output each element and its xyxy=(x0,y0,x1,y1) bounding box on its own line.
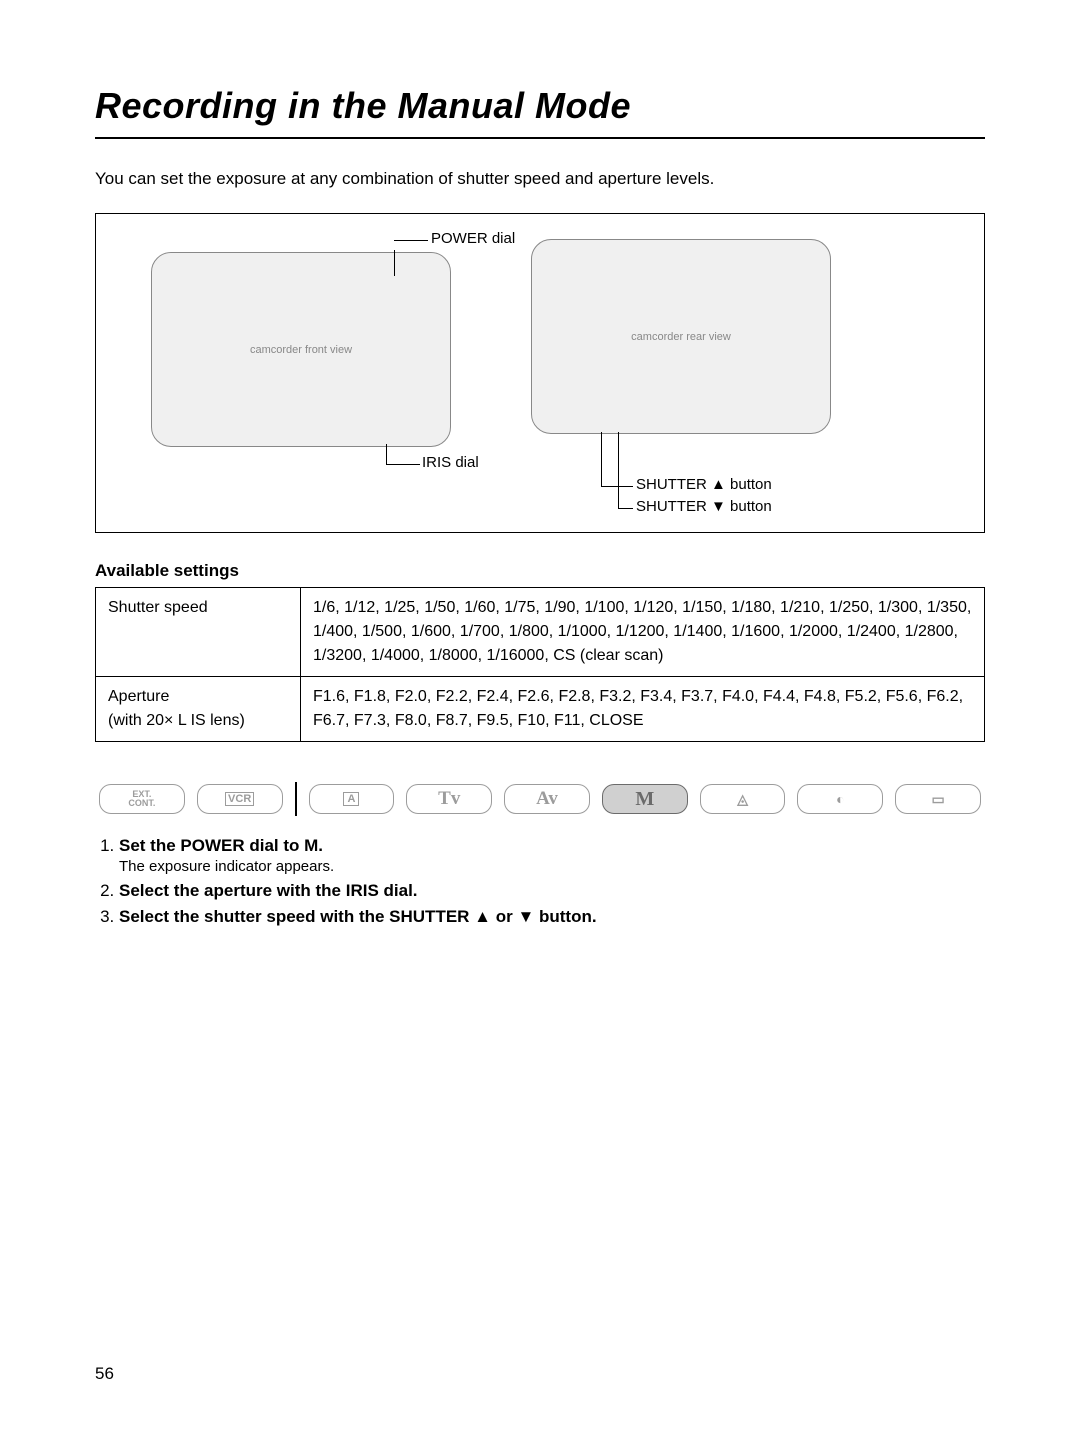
camera-illustration-right: camcorder rear view xyxy=(531,239,831,434)
mode-a-label: A xyxy=(343,792,359,806)
steps-list: Set the POWER dial to M. The exposure in… xyxy=(95,836,985,927)
mode-tv-label: Tv xyxy=(438,788,460,810)
diagram-leader-line xyxy=(618,508,633,509)
diagram-label-power-dial: POWER dial xyxy=(431,230,515,247)
page-title: Recording in the Manual Mode xyxy=(95,85,985,139)
mode-pill-ext-cont: EXT. CONT. xyxy=(99,784,185,814)
easy-rect-icon: ▭ xyxy=(932,791,945,808)
step-main: Select the shutter speed with the SHUTTE… xyxy=(119,907,597,926)
mode-vcr-label: VCR xyxy=(225,792,254,806)
intro-text: You can set the exposure at any combinat… xyxy=(95,169,985,189)
diagram-label-shutter-down: SHUTTER ▼ button xyxy=(636,498,772,515)
mode-m-label: M xyxy=(635,788,654,811)
mode-av-label: Av xyxy=(536,788,558,810)
step-sub: The exposure indicator appears. xyxy=(119,858,985,875)
diagram-leader-line xyxy=(601,432,602,486)
night-icon: ◐ xyxy=(836,791,844,807)
step-item: Select the aperture with the IRIS dial. xyxy=(119,881,985,901)
diagram-label-iris-dial: IRIS dial xyxy=(422,454,479,471)
step-main: Set the POWER dial to M. xyxy=(119,836,323,855)
camera-illustration-left: camcorder front view xyxy=(151,252,451,447)
mode-pill-vcr: VCR xyxy=(197,784,283,814)
step-item: Select the shutter speed with the SHUTTE… xyxy=(119,907,985,927)
step-main: Select the aperture with the IRIS dial. xyxy=(119,881,418,900)
mode-ext-label: EXT. CONT. xyxy=(128,790,155,808)
diagram-leader-line xyxy=(386,444,387,464)
diagram-leader-line xyxy=(386,464,420,465)
step-item: Set the POWER dial to M. The exposure in… xyxy=(119,836,985,875)
settings-table: Shutter speed 1/6, 1/12, 1/25, 1/50, 1/6… xyxy=(95,587,985,742)
settings-row-name: Aperture (with 20× L IS lens) xyxy=(96,677,301,742)
mode-pill-auto: A xyxy=(309,784,395,814)
camera-placeholder-label: camcorder rear view xyxy=(631,331,731,343)
mode-pill-av: Av xyxy=(504,784,590,814)
available-settings-heading: Available settings xyxy=(95,561,985,581)
mode-pill-manual: M xyxy=(602,784,688,814)
camera-placeholder-label: camcorder front view xyxy=(250,344,352,356)
spotlight-icon: ◬ xyxy=(737,791,748,808)
table-row: Aperture (with 20× L IS lens) F1.6, F1.8… xyxy=(96,677,985,742)
mode-pill-night: ◐ xyxy=(797,784,883,814)
settings-row-values: F1.6, F1.8, F2.0, F2.2, F2.4, F2.6, F2.8… xyxy=(301,677,985,742)
page-number: 56 xyxy=(95,1364,114,1384)
settings-row-name: Shutter speed xyxy=(96,588,301,677)
mode-pill-easy: ▭ xyxy=(895,784,981,814)
mode-separator xyxy=(295,782,297,816)
diagram-leader-line xyxy=(394,240,428,241)
settings-row-values: 1/6, 1/12, 1/25, 1/50, 1/60, 1/75, 1/90,… xyxy=(301,588,985,677)
mode-pill-spotlight: ◬ xyxy=(700,784,786,814)
table-row: Shutter speed 1/6, 1/12, 1/25, 1/50, 1/6… xyxy=(96,588,985,677)
diagram-box: camcorder front view camcorder rear view… xyxy=(95,213,985,533)
diagram-label-shutter-up: SHUTTER ▲ button xyxy=(636,476,772,493)
diagram-leader-line xyxy=(601,486,633,487)
diagram-leader-line xyxy=(394,250,395,276)
mode-pill-tv: Tv xyxy=(406,784,492,814)
mode-row: EXT. CONT. VCR A Tv Av M ◬ ◐ ▭ xyxy=(95,782,985,816)
diagram-leader-line xyxy=(618,432,619,508)
